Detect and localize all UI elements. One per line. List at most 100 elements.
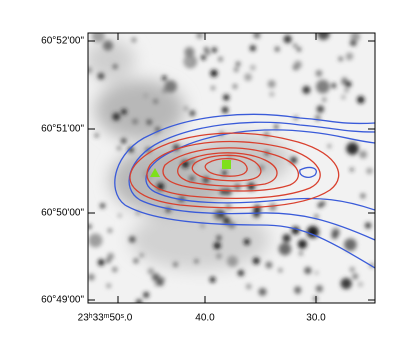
star [243, 238, 250, 245]
star [317, 33, 330, 40]
star [327, 144, 331, 148]
star [194, 259, 199, 263]
star [102, 40, 114, 51]
star [184, 47, 195, 58]
star [315, 285, 323, 293]
star [315, 70, 323, 77]
star [345, 52, 354, 60]
star [274, 124, 279, 129]
star [253, 204, 262, 213]
star [349, 267, 355, 272]
star [267, 80, 276, 88]
star [341, 79, 347, 85]
star [331, 232, 338, 239]
star [218, 56, 223, 62]
star [359, 150, 368, 159]
star [360, 193, 366, 199]
star [200, 223, 205, 228]
star [246, 283, 252, 290]
star [331, 83, 336, 88]
star [222, 170, 227, 176]
star [224, 187, 232, 196]
star [237, 270, 244, 277]
star [294, 60, 302, 69]
star [274, 46, 280, 52]
star [297, 239, 307, 249]
star [100, 203, 106, 209]
star [112, 267, 118, 273]
star [299, 251, 303, 255]
star [294, 286, 302, 294]
x-tick-label: 23ʰ33ᵐ50ˢ.0 [78, 313, 133, 324]
star [315, 79, 330, 94]
star [88, 224, 92, 229]
star [88, 66, 93, 74]
star [216, 253, 222, 259]
star [216, 235, 222, 241]
ticks [88, 33, 375, 303]
y-tick-label: 60°52'00" [41, 36, 84, 47]
star [283, 35, 292, 44]
star [209, 276, 216, 283]
triangle-marker [150, 168, 160, 177]
star [153, 99, 158, 104]
star [97, 259, 105, 266]
star [314, 214, 319, 219]
star [189, 176, 195, 181]
star [226, 255, 238, 267]
star [200, 54, 206, 60]
star [143, 292, 150, 298]
star [223, 94, 230, 101]
star [322, 97, 327, 102]
star [232, 84, 238, 89]
star [196, 33, 203, 39]
star [225, 203, 232, 210]
star [317, 203, 323, 208]
y-tick-label: 60°50'00" [41, 208, 84, 219]
star [235, 61, 241, 67]
star [350, 167, 354, 172]
star [117, 146, 121, 150]
x-tick-label: 40.0 [195, 313, 215, 324]
star [189, 110, 196, 117]
star [91, 33, 105, 43]
star [213, 242, 221, 250]
contours [114, 113, 375, 269]
star [211, 86, 215, 90]
star [293, 43, 297, 48]
star [316, 105, 325, 113]
star [350, 33, 361, 42]
star [304, 266, 312, 274]
star [228, 221, 236, 229]
star [164, 80, 177, 93]
star [340, 278, 352, 290]
star [269, 91, 275, 97]
star [282, 234, 291, 243]
star [106, 283, 111, 288]
star [173, 262, 178, 267]
star [120, 138, 127, 144]
star [352, 273, 359, 280]
star [357, 96, 365, 104]
star [345, 81, 352, 88]
star [244, 73, 252, 81]
star [133, 258, 139, 264]
star [338, 56, 343, 61]
star [129, 236, 136, 243]
star [112, 64, 118, 69]
star [222, 217, 231, 225]
star [121, 108, 127, 115]
star [252, 257, 260, 265]
star [234, 67, 239, 72]
star [107, 253, 114, 260]
star [97, 72, 105, 80]
star [88, 273, 95, 281]
star [234, 183, 241, 191]
star [211, 47, 217, 53]
star [346, 142, 359, 155]
star [358, 281, 363, 287]
star [341, 95, 346, 100]
star [278, 242, 292, 256]
